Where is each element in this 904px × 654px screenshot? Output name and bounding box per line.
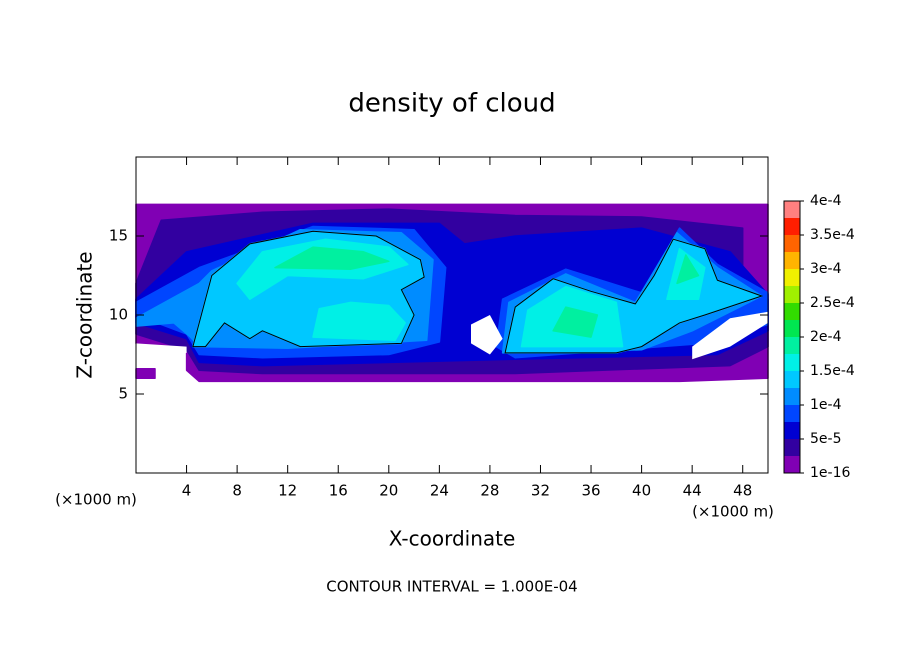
- chart-title: density of cloud: [348, 89, 555, 119]
- colorbar-band: [784, 201, 800, 218]
- colorbar-label: 3e-4: [810, 261, 842, 277]
- colorbar-band: [784, 218, 800, 235]
- colorbar-band: [784, 405, 800, 422]
- x-tick-label: 8: [232, 482, 242, 500]
- contour-line: [192, 230, 425, 348]
- y-unit: (×1000 m): [55, 491, 137, 509]
- colorbar-band: [784, 303, 800, 320]
- x-tick-label: 32: [531, 482, 550, 500]
- x-unit: (×1000 m): [692, 503, 774, 521]
- x-tick-label: 20: [379, 482, 398, 500]
- colorbar-label: 2.5e-4: [810, 295, 855, 311]
- y-tick-label: 15: [109, 227, 128, 245]
- x-tick-label: 24: [430, 482, 449, 500]
- colorbar-band: [784, 422, 800, 439]
- colorbar-label: 2e-4: [810, 329, 842, 345]
- empty-region: [692, 311, 768, 360]
- colorbar-label: 4e-4: [810, 193, 842, 209]
- y-axis-label: Z-coordinate: [73, 251, 97, 378]
- colorbar-label: 5e-5: [810, 431, 841, 447]
- colorbar-band: [784, 286, 800, 303]
- x-tick-label: 12: [278, 482, 297, 500]
- colorbar-label: 1.5e-4: [810, 363, 855, 379]
- contour-region: [676, 254, 700, 285]
- colorbar-label: 1e-16: [810, 465, 850, 481]
- x-tick-label: 16: [329, 482, 348, 500]
- empty-region: [136, 343, 187, 357]
- colorbar-band: [784, 439, 800, 456]
- contour-region: [135, 367, 156, 379]
- x-tick-label: 36: [581, 482, 600, 500]
- contour-region: [312, 301, 406, 342]
- colorbar-band: [784, 388, 800, 405]
- contour-note: CONTOUR INTERVAL = 1.000E-04: [326, 578, 577, 596]
- x-tick-label: 40: [632, 482, 651, 500]
- y-tick-label: 5: [118, 385, 128, 403]
- colorbar-label: 1e-4: [810, 397, 842, 413]
- colorbar-band: [784, 252, 800, 269]
- colorbar-band: [784, 371, 800, 388]
- x-tick-label: 28: [480, 482, 499, 500]
- colorbar-band: [784, 269, 800, 286]
- colorbar-band: [784, 337, 800, 354]
- contour-region: [552, 306, 599, 338]
- x-tick-label: 44: [683, 482, 702, 500]
- y-tick-label: 10: [109, 306, 128, 324]
- contour-region: [274, 246, 390, 270]
- empty-region: [471, 315, 503, 355]
- colorbar-band: [784, 320, 800, 337]
- colorbar-band: [784, 456, 800, 473]
- colorbar-band: [784, 354, 800, 371]
- x-axis-label: X-coordinate: [389, 527, 516, 551]
- contour-line: [504, 238, 764, 354]
- colorbar-label: 3.5e-4: [810, 227, 855, 243]
- x-tick-label: 4: [182, 482, 192, 500]
- x-tick-label: 48: [733, 482, 752, 500]
- colorbar-band: [784, 235, 800, 252]
